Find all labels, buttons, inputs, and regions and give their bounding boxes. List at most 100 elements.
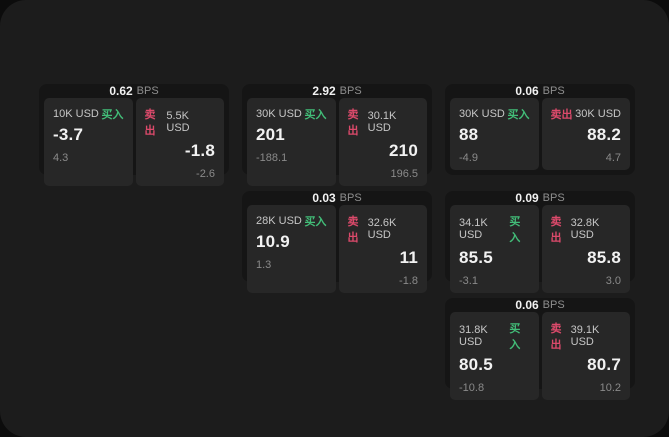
- sell-side-label: 卖出: [550, 109, 573, 122]
- sell-tile[interactable]: 卖出 39.1K USD 80.7 10.2: [541, 312, 630, 400]
- sell-amount: 30K USD: [575, 108, 621, 121]
- buy-amount: 28K USD: [256, 215, 302, 227]
- card-body: 31.8K USD 买入 80.5 -10.8 卖出 39.1K USD 80.…: [450, 312, 630, 400]
- card-header: 0.06 BPS: [450, 84, 630, 98]
- buy-side-label: 买入: [509, 323, 521, 351]
- buy-price: 201: [256, 125, 285, 144]
- buy-price: 80.5: [459, 355, 493, 374]
- bps-value: 0.06: [515, 298, 539, 312]
- buy-side-label: 买入: [509, 216, 521, 244]
- sell-price: 11: [399, 248, 418, 267]
- buy-price: 10.9: [256, 232, 290, 251]
- buy-tile[interactable]: 34.1K USD 买入 85.5 -3.1: [450, 205, 539, 293]
- card-header: 0.62 BPS: [44, 84, 224, 98]
- sell-amount: 30.1K USD: [367, 110, 397, 134]
- buy-amount: 31.8K USD: [459, 324, 488, 348]
- buy-tile[interactable]: 28K USD 买入 10.9 1.3: [247, 205, 336, 293]
- card-body: 34.1K USD 买入 85.5 -3.1 卖出 32.8K USD 85.8…: [450, 205, 630, 293]
- buy-delta: -4.9: [459, 152, 478, 164]
- card-body: 30K USD 买入 201 -188.1 卖出 30.1K USD 210 1…: [247, 98, 427, 186]
- buy-tile[interactable]: 31.8K USD 买入 80.5 -10.8: [450, 312, 539, 400]
- sell-tile-header: 卖出 30.1K USD: [348, 106, 419, 138]
- quote-card: 0.09 BPS 34.1K USD 买入 85.5 -3.1 卖出 32.8K…: [445, 191, 635, 293]
- sell-side-label: 卖出: [550, 323, 562, 351]
- card-header: 0.06 BPS: [450, 298, 630, 312]
- bps-unit-label: BPS: [339, 192, 362, 204]
- sell-price: 88.2: [587, 125, 621, 145]
- quote-card: 0.06 BPS 30K USD 买入 88 -4.9 卖出 30K USD: [445, 84, 635, 175]
- buy-tile-header: 30K USD 买入: [459, 106, 530, 122]
- buy-amount: 30K USD: [256, 108, 302, 120]
- buy-delta: -10.8: [459, 381, 485, 394]
- quote-card: 0.03 BPS 28K USD 买入 10.9 1.3 卖出 32.6K US…: [242, 191, 432, 293]
- sell-delta: -2.6: [196, 167, 215, 180]
- sell-delta: 10.2: [599, 381, 621, 394]
- sell-amount: 32.8K USD: [570, 217, 600, 241]
- buy-price: 85.5: [459, 248, 493, 267]
- sell-amount: 5.5K USD: [166, 110, 190, 134]
- buy-price: -3.7: [53, 125, 84, 144]
- sell-tile[interactable]: 卖出 32.8K USD 85.8 3.0: [541, 205, 630, 293]
- sell-delta: -1.8: [399, 274, 418, 287]
- sell-side-label: 卖出: [347, 109, 359, 137]
- sell-price: -1.8: [184, 141, 215, 160]
- sell-tile[interactable]: 卖出 32.6K USD 11 -1.8: [338, 205, 427, 293]
- sell-amount: 39.1K USD: [570, 324, 600, 348]
- buy-delta: -3.1: [459, 274, 478, 287]
- sell-amount: 32.6K USD: [367, 217, 397, 241]
- bps-value: 2.92: [312, 84, 336, 98]
- buy-side-label: 买入: [304, 216, 327, 228]
- bps-value: 0.06: [515, 84, 539, 99]
- bps-value: 0.09: [515, 191, 539, 205]
- buy-tile-header: 28K USD 买入: [256, 213, 327, 229]
- card-header: 0.09 BPS: [450, 191, 630, 205]
- card-body: 28K USD 买入 10.9 1.3 卖出 32.6K USD 11 -1.8: [247, 205, 427, 293]
- sell-tile[interactable]: 卖出 5.5K USD -1.8 -2.6: [135, 98, 224, 186]
- sell-tile[interactable]: 卖出 30K USD 88.2 4.7: [541, 98, 630, 170]
- sell-tile[interactable]: 卖出 30.1K USD 210 196.5: [338, 98, 427, 186]
- bps-unit-label: BPS: [136, 85, 159, 97]
- buy-tile[interactable]: 30K USD 买入 201 -188.1: [247, 98, 336, 186]
- buy-side-label: 买入: [101, 109, 124, 121]
- sell-side-label: 卖出: [550, 216, 562, 244]
- card-header: 2.92 BPS: [247, 84, 427, 98]
- buy-delta: -188.1: [256, 151, 288, 164]
- sell-side-label: 卖出: [144, 109, 156, 137]
- bps-value: 0.03: [312, 191, 336, 205]
- quote-grid: 0.62 BPS 10K USD 买入 -3.7 4.3 卖出 5.5K USD: [39, 84, 635, 400]
- buy-price: 88: [459, 125, 479, 145]
- card-header: 0.03 BPS: [247, 191, 427, 205]
- buy-tile-header: 31.8K USD 买入: [459, 320, 530, 352]
- sell-tile-header: 卖出 5.5K USD: [145, 106, 216, 138]
- bps-unit-label: BPS: [339, 85, 362, 97]
- quote-card: 2.92 BPS 30K USD 买入 201 -188.1 卖出 30.1K …: [242, 84, 432, 186]
- sell-tile-header: 卖出 32.8K USD: [551, 213, 622, 245]
- buy-delta: 4.3: [53, 151, 69, 164]
- sell-tile-header: 卖出 39.1K USD: [551, 320, 622, 352]
- buy-tile[interactable]: 30K USD 买入 88 -4.9: [450, 98, 539, 170]
- quote-card: 0.62 BPS 10K USD 买入 -3.7 4.3 卖出 5.5K USD: [39, 84, 229, 186]
- buy-delta: 1.3: [256, 258, 272, 271]
- buy-side-label: 买入: [507, 109, 530, 122]
- sell-price: 85.8: [587, 248, 621, 267]
- buy-amount: 30K USD: [459, 108, 505, 121]
- card-body: 30K USD 买入 88 -4.9 卖出 30K USD 88.2 4.7: [450, 98, 630, 170]
- buy-tile-header: 34.1K USD 买入: [459, 213, 530, 245]
- buy-tile-header: 10K USD 买入: [53, 106, 124, 122]
- quote-card: 0.06 BPS 31.8K USD 买入 80.5 -10.8 卖出 39.1…: [445, 298, 635, 400]
- sell-delta: 3.0: [605, 274, 621, 287]
- bps-unit-label: BPS: [542, 192, 565, 204]
- sell-tile-header: 卖出 30K USD: [551, 106, 622, 122]
- sell-price: 80.7: [587, 355, 621, 374]
- sell-price: 210: [389, 141, 418, 160]
- sell-tile-header: 卖出 32.6K USD: [348, 213, 419, 245]
- bps-unit-label: BPS: [542, 299, 565, 311]
- bps-value: 0.62: [109, 84, 133, 98]
- sell-side-label: 卖出: [347, 216, 359, 244]
- bps-unit-label: BPS: [542, 85, 565, 98]
- buy-tile[interactable]: 10K USD 买入 -3.7 4.3: [44, 98, 133, 186]
- buy-amount: 34.1K USD: [459, 217, 488, 241]
- buy-side-label: 买入: [304, 109, 327, 121]
- card-body: 10K USD 买入 -3.7 4.3 卖出 5.5K USD -1.8 -2.…: [44, 98, 224, 186]
